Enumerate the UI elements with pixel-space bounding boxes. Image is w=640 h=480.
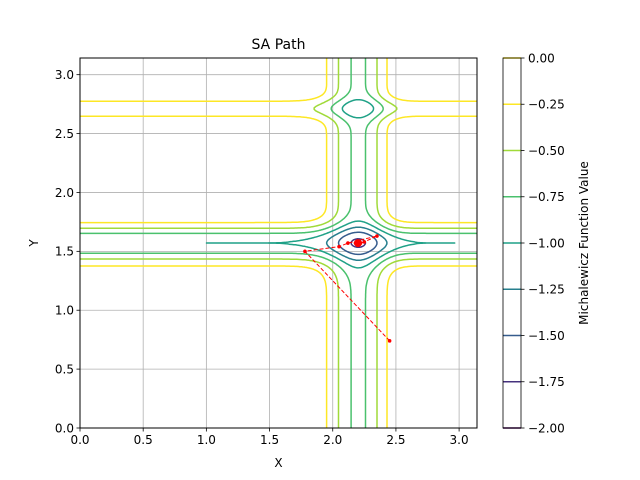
plot-area: 0.0 0.5 1.0 1.5 2.0 2.5 3.0 0.0 0.5 1.0 1.5 2.0 2.5…	[55, 57, 478, 447]
sa-path-point	[337, 244, 341, 249]
colorbar: 0.00 −0.25 −0.50 −0.75 −1.00 −1.25 −1.50 −1.75 −…	[502, 51, 565, 435]
colorbar-tick-label: −0.25	[528, 98, 565, 112]
colorbar-tick-label: −0.75	[528, 190, 565, 204]
y-tick-label: 2.5	[55, 127, 74, 141]
colorbar-tick-label: 0.00	[528, 51, 555, 65]
x-axis-ticks: 0.0 0.5 1.0 1.5 2.0 2.5 3.0	[70, 428, 469, 447]
colorbar-tick-label: −0.50	[528, 144, 565, 158]
y-tick-label: 3.0	[55, 68, 74, 82]
x-tick-label: 0.5	[134, 433, 153, 447]
sa-path-point	[303, 249, 307, 254]
contour-level-line	[337, 231, 378, 256]
x-tick-label: 1.5	[260, 433, 279, 447]
sa-path-final-point	[354, 239, 363, 248]
y-tick-label: 1.5	[55, 245, 74, 259]
x-tick-label: 0.0	[70, 433, 89, 447]
contour-level-line	[325, 226, 388, 262]
contour-level-line	[80, 58, 477, 428]
x-axis-label: X	[274, 456, 282, 470]
colorbar-tick-label: −1.75	[528, 375, 565, 389]
colorbar-tick-label: −1.50	[528, 329, 565, 343]
sa-path	[303, 234, 392, 343]
x-tick-label: 2.0	[323, 433, 342, 447]
y-tick-label: 0.0	[55, 421, 74, 435]
y-tick-label: 2.0	[55, 186, 74, 200]
y-tick-label: 0.5	[55, 362, 74, 376]
colorbar-tick-label: −1.25	[528, 283, 565, 297]
x-tick-label: 2.5	[386, 433, 405, 447]
x-tick-label: 3.0	[450, 433, 469, 447]
sa-path-point	[387, 339, 392, 343]
y-axis-ticks: 0.0 0.5 1.0 1.5 2.0 2.5 3.0	[55, 68, 80, 435]
sa-path-point	[375, 234, 379, 238]
sa-path-point	[362, 240, 367, 244]
contour-level-line	[80, 58, 477, 428]
contour-lines	[80, 58, 477, 428]
contour-level-line	[80, 58, 477, 428]
chart-title: SA Path	[252, 37, 306, 53]
plot-frame	[79, 57, 478, 429]
sa-path-point	[346, 241, 350, 245]
contour-level-line	[205, 98, 456, 269]
colorbar-label: Michalewicz Function Value	[577, 161, 591, 325]
colorbar-tick-label: −1.00	[528, 236, 565, 250]
y-axis-label: Y	[27, 239, 41, 248]
x-tick-label: 1.0	[197, 433, 216, 447]
colorbar-tick-label: −2.00	[528, 421, 565, 435]
y-tick-label: 1.0	[55, 304, 74, 318]
